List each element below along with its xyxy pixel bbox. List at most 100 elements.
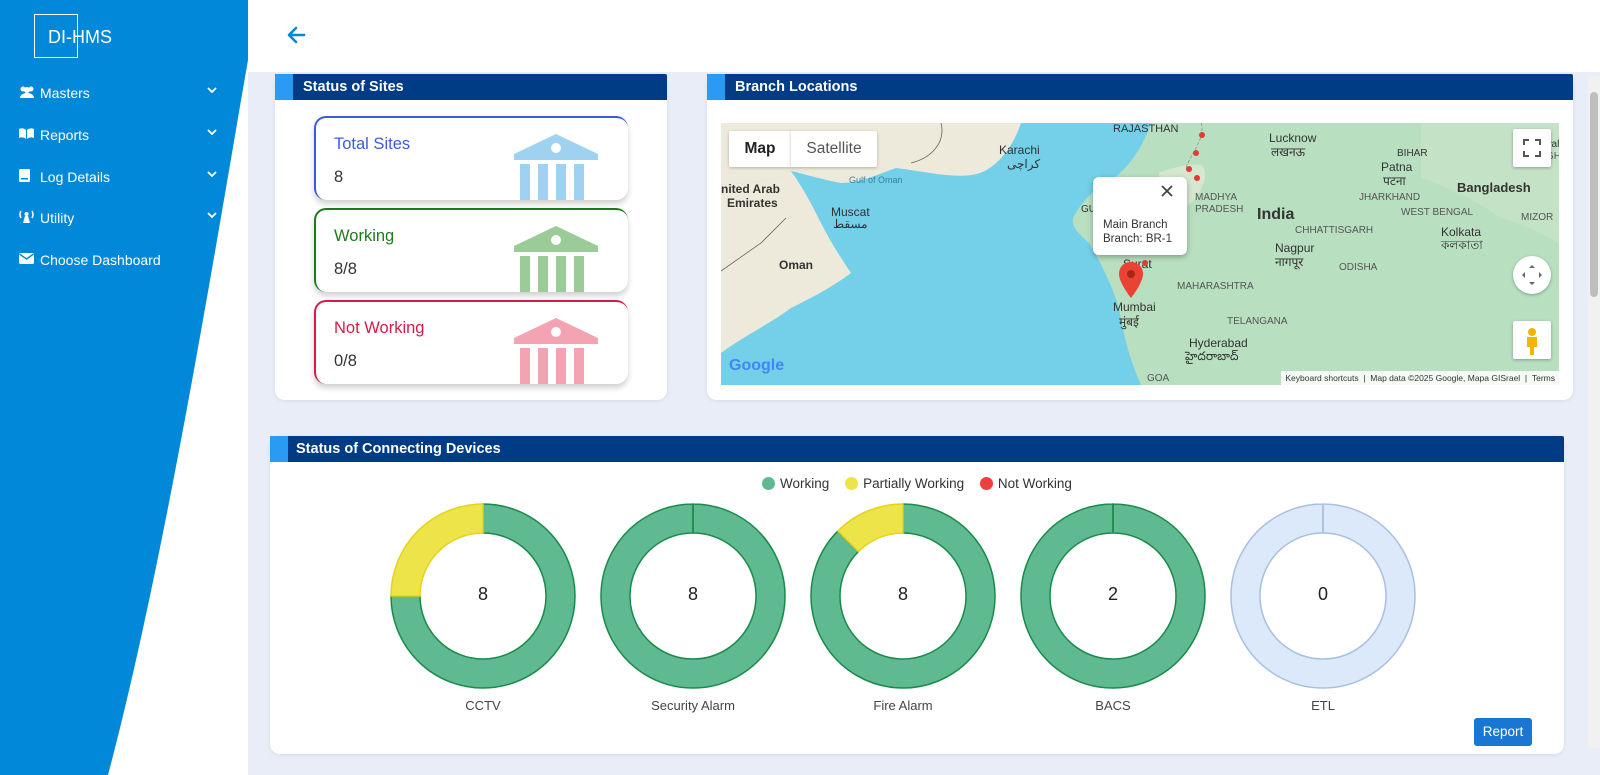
sidebar-item-masters[interactable]: Masters <box>18 81 218 105</box>
map-label: नागपूर <box>1275 255 1304 269</box>
document-icon <box>18 168 40 186</box>
map-tab-map[interactable]: Map <box>729 131 791 167</box>
map-label: کراچی <box>1007 157 1041 171</box>
map-attribution: Map data ©2025 Google, Mapa GISrael <box>1370 373 1521 383</box>
map-label: কলকাতা <box>1441 238 1483 252</box>
map-label: MAHARASHTRA <box>1177 281 1254 292</box>
legend-not-working[interactable]: Not Working <box>979 476 1072 491</box>
donut-label: ETL <box>1311 698 1335 713</box>
legend-partially-working[interactable]: Partially Working <box>845 476 964 491</box>
map-label: Bangladesh <box>1457 180 1531 195</box>
sidebar-item-utility[interactable]: Utility <box>18 206 218 230</box>
donut-segment-empty[interactable] <box>1230 503 1416 689</box>
map-label: مسقط <box>833 217 868 231</box>
map-label: TELANGANA <box>1227 316 1288 327</box>
scrollbar-thumb[interactable] <box>1590 92 1598 297</box>
keyboard-shortcuts-link[interactable]: Keyboard shortcuts <box>1285 373 1359 383</box>
chevron-down-icon <box>206 83 218 99</box>
not-working-card[interactable]: Not Working 0/8 <box>314 300 628 384</box>
donut-total-value: 8 <box>897 584 908 604</box>
report-button[interactable]: Report <box>1474 718 1532 746</box>
sidebar-background <box>0 0 248 775</box>
map-label: Emirates <box>727 196 778 210</box>
map-pan-control-icon[interactable] <box>1513 256 1551 294</box>
donut-chart-fire-alarm[interactable]: 8 Fire Alarm <box>808 502 998 722</box>
sidebar-item-reports[interactable]: Reports <box>18 123 218 147</box>
map-label: RAJASTHAN <box>1113 123 1179 135</box>
donut-chart-etl[interactable]: 0 ETL <box>1228 502 1418 722</box>
map-label: GOA <box>1147 373 1170 384</box>
donut-label: CCTV <box>465 698 501 713</box>
donut-chart-security-alarm[interactable]: 8 Security Alarm <box>598 502 788 722</box>
status-of-sites-title: Status of Sites <box>275 74 667 100</box>
device-status-legend: Working Partially Working Not Working <box>270 476 1564 491</box>
map-label: मुंबई <box>1119 315 1139 329</box>
back-arrow-icon[interactable] <box>284 22 310 48</box>
map-pin-icon[interactable] <box>1119 262 1143 303</box>
map-label: BIHAR <box>1397 148 1428 159</box>
map-tab-satellite[interactable]: Satellite <box>791 131 877 167</box>
connecting-devices-title: Status of Connecting Devices <box>270 436 1564 462</box>
donut-segment-partially-working[interactable] <box>836 503 904 553</box>
street-view-pegman-icon[interactable] <box>1513 321 1551 359</box>
popup-title: Main Branch <box>1103 219 1168 231</box>
donut-label: Fire Alarm <box>873 698 933 713</box>
bank-icon <box>514 226 598 292</box>
map-label: Patna <box>1381 160 1413 174</box>
donut-segment-working[interactable] <box>390 503 576 689</box>
legend-working-label: Working <box>780 476 830 491</box>
connecting-devices-panel: Status of Connecting Devices Working Par… <box>270 436 1564 754</box>
map-label: Kolkata <box>1441 225 1482 239</box>
map-label: Muscat <box>831 205 870 219</box>
users-icon <box>18 85 40 102</box>
map-label: nited Arab <box>721 182 780 196</box>
donut-label: Security Alarm <box>651 698 735 713</box>
map-label: लखनऊ <box>1271 145 1306 159</box>
branch-map[interactable]: Map Satellite RAJASTHAN Lucknow लखनऊ Kar… <box>721 123 1559 385</box>
donut-svg <box>600 503 786 689</box>
mail-icon <box>18 252 40 268</box>
top-bar <box>248 0 1600 72</box>
app-logo[interactable]: DI-HMS <box>34 14 112 58</box>
sidebar-item-label: Utility <box>40 210 75 226</box>
vertical-scrollbar[interactable] <box>1588 76 1600 748</box>
donut-svg <box>1020 503 1206 689</box>
map-label: GUJ <box>1081 204 1101 215</box>
map-footer: Keyboard shortcuts | Map data ©2025 Goog… <box>1281 371 1559 385</box>
fullscreen-icon[interactable] <box>1513 129 1551 167</box>
working-value: 8/8 <box>334 260 357 278</box>
donut-chart-cctv[interactable]: 8 CCTV <box>388 502 578 722</box>
not-working-label: Not Working <box>334 319 425 337</box>
bank-icon <box>514 318 598 384</box>
sidebar-item-log-details[interactable]: Log Details <box>18 165 218 189</box>
sidebar-item-choose-dashboard[interactable]: Choose Dashboard <box>18 248 218 272</box>
chevron-down-icon <box>206 208 218 224</box>
donut-segment-working[interactable] <box>810 503 996 689</box>
chevron-down-icon <box>206 167 218 183</box>
map-label: CHHATTISGARH <box>1295 225 1374 236</box>
working-card[interactable]: Working 8/8 <box>314 208 628 292</box>
total-sites-label: Total Sites <box>334 135 411 153</box>
map-label: ODISHA <box>1339 262 1378 273</box>
status-of-sites-panel: Status of Sites Total Sites 8 Working 8/… <box>275 74 667 400</box>
map-label: Mumbai <box>1113 300 1156 314</box>
map-label: पटना <box>1383 174 1406 188</box>
map-label: Gulf of Oman <box>849 175 903 185</box>
donut-segment-partially-working[interactable] <box>390 503 484 597</box>
donut-chart-bacs[interactable]: 2 BACS <box>1018 502 1208 722</box>
legend-not-working-label: Not Working <box>997 476 1072 491</box>
popup-branch-code: Branch: BR-1 <box>1103 233 1173 245</box>
branch-locations-panel: Branch Locations Map Satellite RAJASTHAN… <box>707 74 1573 400</box>
close-icon[interactable] <box>1159 183 1175 204</box>
terms-link[interactable]: Terms <box>1531 373 1555 383</box>
legend-working[interactable]: Working <box>762 476 829 491</box>
donut-segment-working[interactable] <box>1020 503 1206 689</box>
donut-svg <box>1230 503 1416 689</box>
legend-partially-working-label: Partially Working <box>863 476 965 491</box>
sidebar-item-label: Choose Dashboard <box>40 252 161 268</box>
donut-label: BACS <box>1095 698 1131 713</box>
map-label: MADHYA <box>1195 192 1238 203</box>
donut-total-value: 0 <box>1317 584 1328 604</box>
donut-segment-working[interactable] <box>600 503 786 689</box>
total-sites-card[interactable]: Total Sites 8 <box>314 116 628 200</box>
